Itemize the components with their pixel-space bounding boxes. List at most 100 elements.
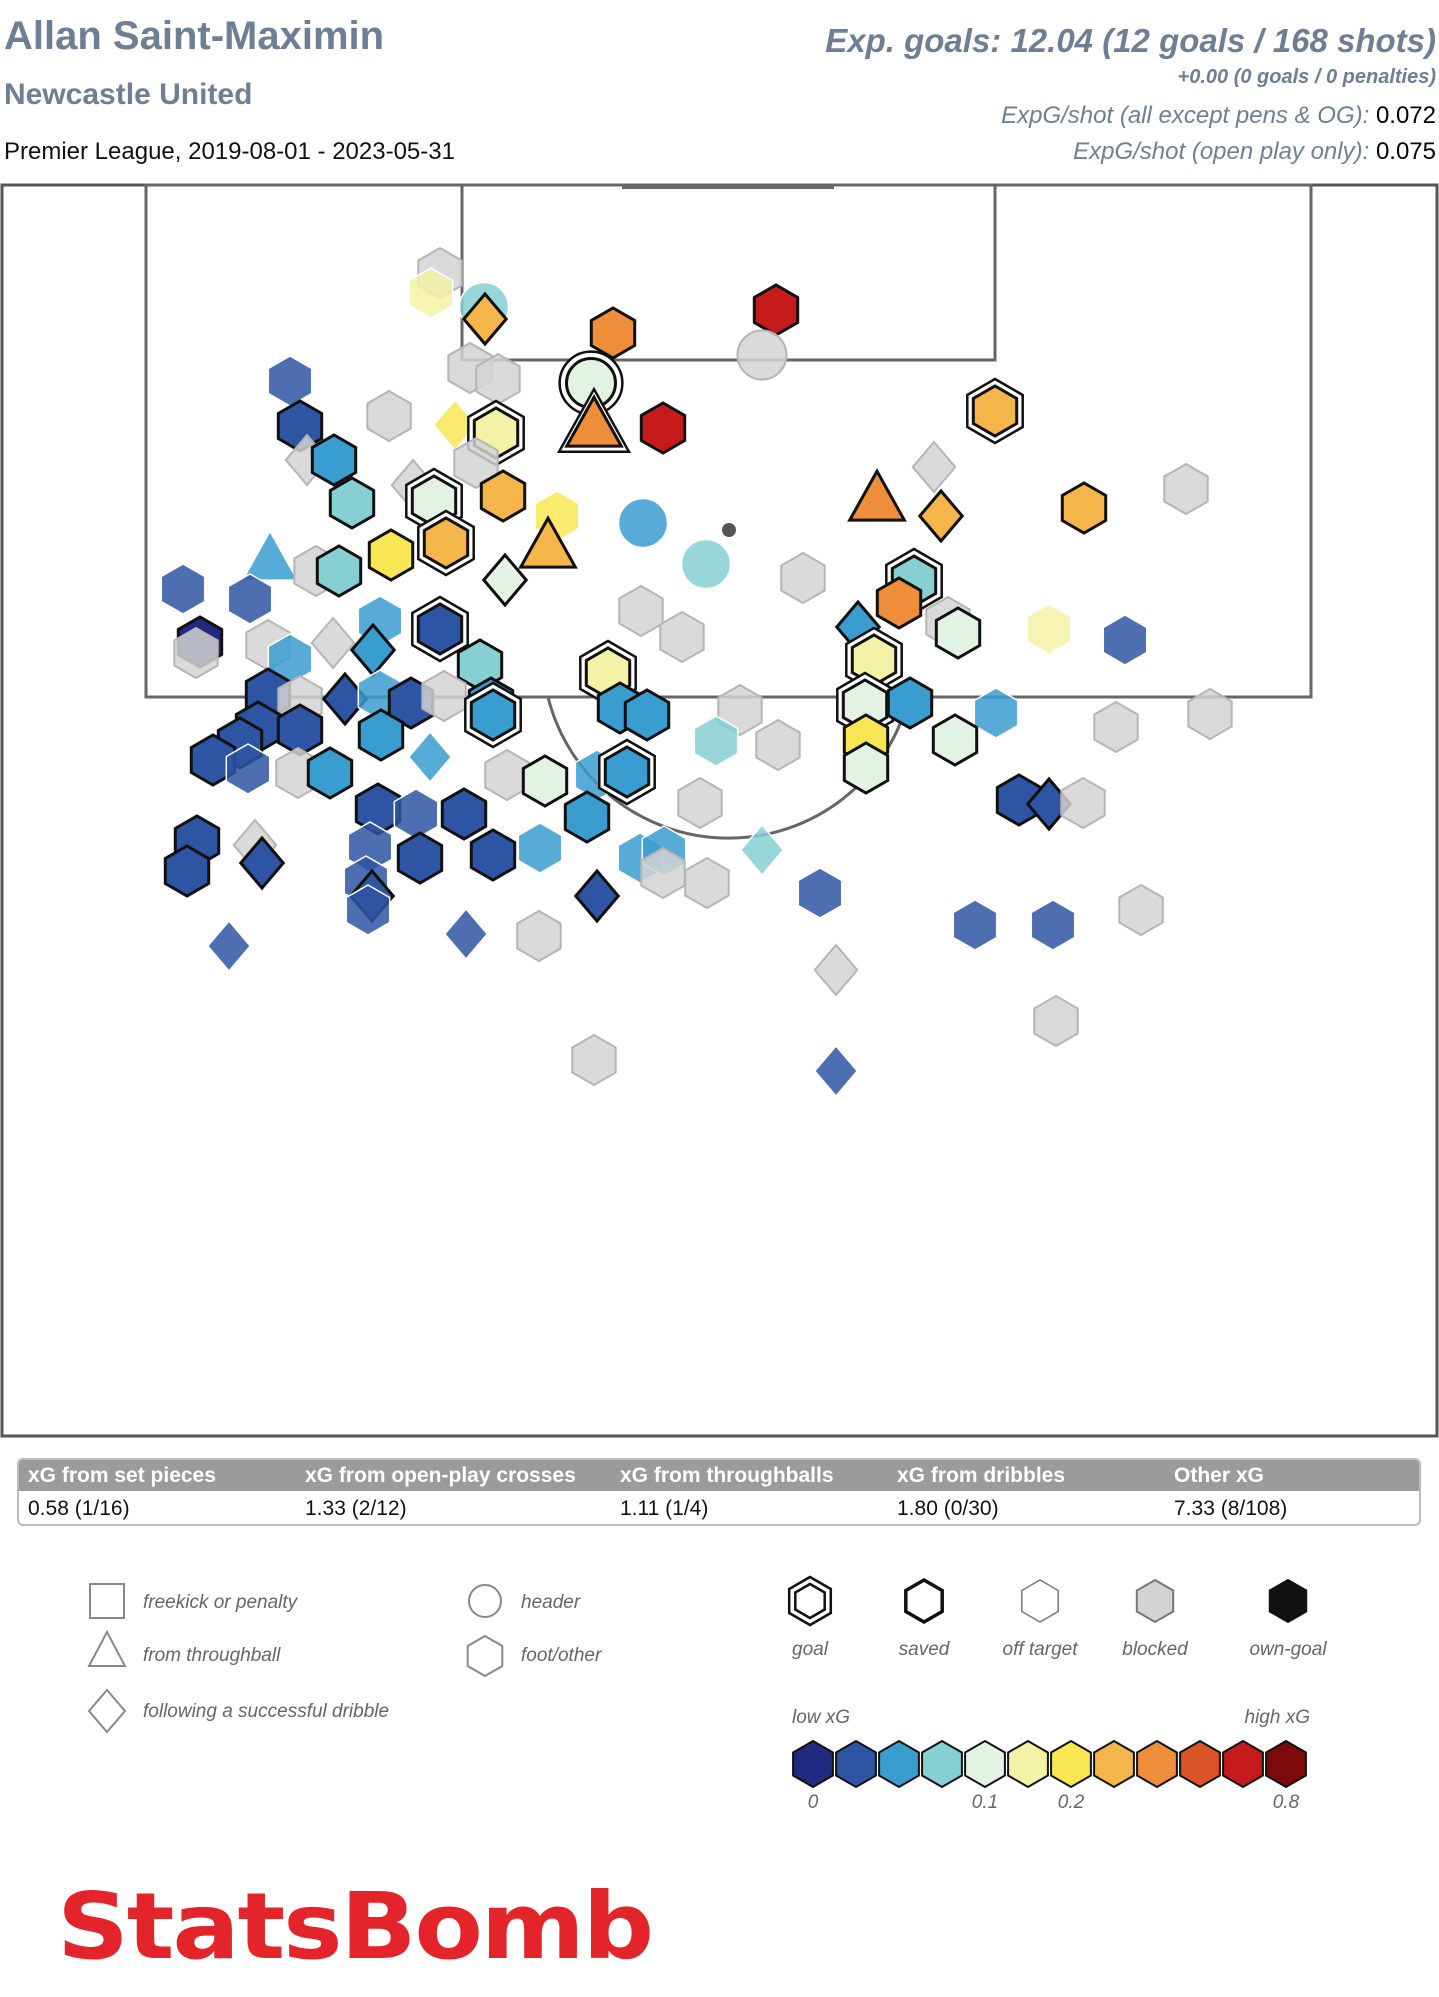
shot-marker [589, 306, 637, 360]
shot-marker [238, 835, 286, 891]
shot-marker [1030, 899, 1076, 951]
shot-marker [640, 846, 686, 900]
shot-marker [911, 440, 957, 494]
shot-marker [623, 688, 671, 742]
shot-marker [160, 563, 206, 615]
shot-marker [357, 708, 405, 762]
shot-marker [1187, 687, 1233, 741]
shot-marker [617, 497, 669, 549]
scale-low-label: low xG [792, 1707, 850, 1728]
legend: freekick or penalty from throughball fol… [87, 1575, 1327, 1813]
scale-tick-label: 0.2 [1058, 1792, 1085, 1813]
shot-marker [677, 776, 723, 830]
shot-marker [276, 703, 324, 757]
legend-saved-label: saved [899, 1639, 951, 1660]
shots-layer [160, 246, 1233, 1098]
six-yard-box [460, 183, 997, 362]
xg-throughballs-value: 1.11 (1/4) [620, 1497, 709, 1520]
legend-goal-label: goal [792, 1639, 829, 1660]
shot-marker [315, 544, 363, 598]
team-name: Newcastle United [4, 78, 253, 111]
scale-swatch [1179, 1739, 1221, 1789]
shot-marker [469, 828, 517, 882]
shot-map-pitch [0, 183, 1439, 1438]
shot-marker [1118, 883, 1164, 937]
shot-marker [973, 687, 1019, 739]
legend-own-goal-label: own-goal [1249, 1639, 1327, 1660]
scale-swatch [1136, 1739, 1178, 1789]
shot-marker [722, 523, 736, 537]
shot-marker [484, 748, 530, 802]
shot-marker [453, 436, 499, 490]
shot-marker [1060, 481, 1108, 535]
shot-marker [875, 576, 923, 630]
shot-marker [639, 401, 687, 455]
shot-marker [1060, 776, 1106, 830]
shot-marker [693, 715, 739, 767]
legend-header-label: header [521, 1592, 581, 1613]
shot-marker [598, 738, 656, 806]
scale-swatch [792, 1739, 834, 1789]
bold-hexagon-icon [904, 1577, 944, 1625]
shot-marker [558, 350, 624, 416]
scale-swatch [921, 1739, 963, 1789]
scale-high-label: high xG [1245, 1707, 1310, 1728]
xg-crosses-value: 1.33 (2/12) [305, 1497, 407, 1520]
scale-tick-label: 0.1 [972, 1792, 998, 1813]
shot-marker [842, 741, 890, 795]
shot-marker [952, 899, 998, 951]
shot-marker [680, 538, 732, 590]
shot-marker [173, 626, 219, 680]
shot-marker [310, 433, 358, 487]
shot-marker [367, 528, 415, 582]
scale-swatch [1265, 1739, 1307, 1789]
square-icon [89, 1583, 125, 1619]
triangle-icon [87, 1629, 127, 1667]
grey-hexagon-icon [1135, 1578, 1175, 1624]
thin-hexagon-icon [1021, 1579, 1059, 1623]
legend-foot-label: foot/other [521, 1645, 602, 1666]
xg-per-shot-all-value: 0.072 [1375, 102, 1436, 129]
shot-marker [479, 469, 527, 523]
shot-marker [421, 669, 467, 723]
xg-per-shot-open-play: ExpG/shot (open play only): 0.075 [1073, 138, 1436, 166]
shot-marker [461, 291, 509, 347]
scale-swatch [878, 1739, 920, 1789]
shot-marker [966, 377, 1024, 445]
scale-tick-label: 0.8 [1273, 1792, 1300, 1813]
shot-marker [1026, 603, 1072, 655]
legend-freekick-label: freekick or penalty [143, 1592, 299, 1613]
shot-marker [405, 467, 463, 535]
shot-marker [517, 822, 563, 874]
scale-swatch [1222, 1739, 1264, 1789]
shot-marker [328, 476, 376, 530]
scale-swatch [964, 1739, 1006, 1789]
shot-marker [189, 733, 237, 787]
player-name: Allan Saint-Maximin [4, 14, 385, 58]
xg-crosses-header: xG from open-play crosses [305, 1464, 576, 1487]
shot-marker [411, 595, 469, 663]
shot-marker [618, 584, 664, 638]
shot-marker [755, 718, 801, 772]
shot-marker [571, 1033, 617, 1087]
shot-marker [521, 754, 569, 808]
xg-set-pieces-value: 0.58 (1/16) [28, 1497, 130, 1520]
shot-marker [917, 488, 965, 544]
penalty-summary: +0.00 (0 goals / 0 penalties) [1177, 66, 1436, 88]
statsbomb-logo: StatsBomb [57, 1873, 654, 1980]
shot-marker [396, 831, 444, 885]
xg-color-scale [792, 1739, 1307, 1789]
shot-marker [931, 713, 979, 767]
xg-other-value: 7.33 (8/108) [1174, 1497, 1288, 1520]
legend-dribble-label: following a successful dribble [143, 1701, 389, 1722]
competition-label: Premier League, 2019-08-01 - 2023-05-31 [4, 138, 455, 165]
shot-marker [518, 515, 578, 569]
shot-marker [481, 552, 529, 608]
xg-dribbles-value: 1.80 (0/30) [897, 1497, 999, 1520]
shot-marker [847, 468, 907, 522]
shot-marker [1163, 462, 1209, 516]
xg-breakdown-table: xG from set pieces xG from open-play cro… [17, 1458, 1421, 1526]
xg-dribbles-header: xG from dribbles [897, 1464, 1066, 1487]
scale-swatch [1050, 1739, 1092, 1789]
shot-marker [739, 823, 785, 877]
